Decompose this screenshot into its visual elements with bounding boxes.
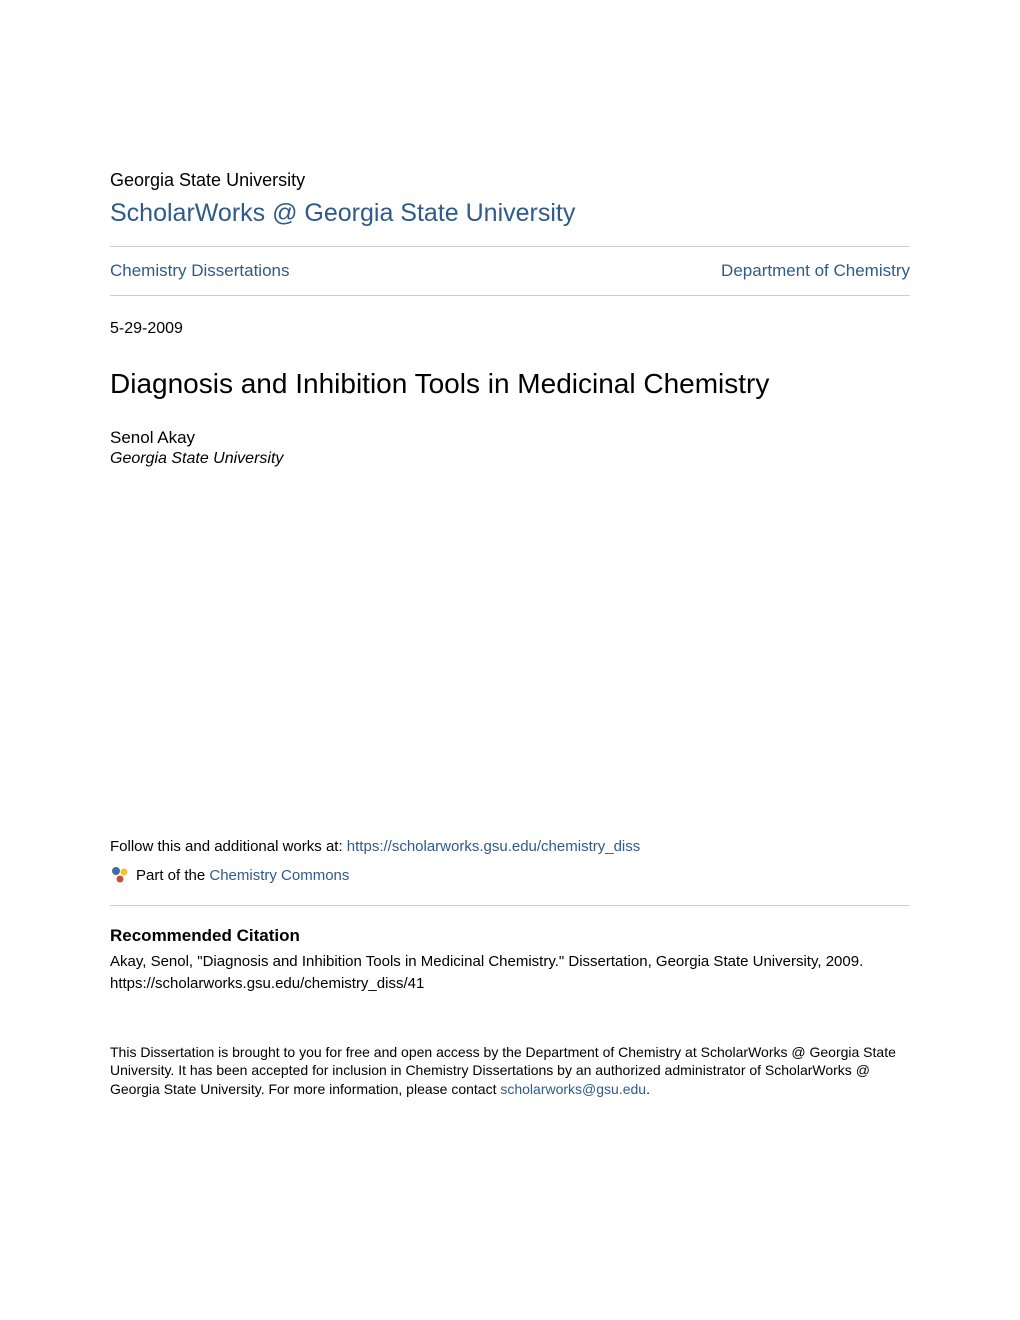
citation-line-1: Akay, Senol, "Diagnosis and Inhibition T… <box>110 952 910 972</box>
nav-link-left[interactable]: Chemistry Dissertations <box>110 261 290 281</box>
spacer <box>110 468 910 838</box>
commons-link[interactable]: Chemistry Commons <box>209 867 349 884</box>
nav-link-right[interactable]: Department of Chemistry <box>721 261 910 281</box>
follow-link[interactable]: https://scholarworks.gsu.edu/chemistry_d… <box>347 838 640 855</box>
follow-text: Follow this and additional works at: htt… <box>110 838 910 855</box>
footer-suffix: . <box>646 1081 650 1097</box>
divider-nav <box>110 295 910 296</box>
commons-prefix: Part of the <box>136 867 209 884</box>
citation-line-2: https://scholarworks.gsu.edu/chemistry_d… <box>110 974 910 994</box>
network-icon <box>110 865 130 885</box>
page-title: Diagnosis and Inhibition Tools in Medici… <box>110 368 910 400</box>
commons-row: Part of the Chemistry Commons <box>110 865 910 885</box>
citation-heading: Recommended Citation <box>110 926 910 946</box>
repository-link[interactable]: ScholarWorks @ Georgia State University <box>110 199 575 228</box>
contact-link[interactable]: scholarworks@gsu.edu <box>500 1081 646 1097</box>
author-name: Senol Akay <box>110 428 910 448</box>
author-affiliation: Georgia State University <box>110 450 910 468</box>
publication-date: 5-29-2009 <box>110 320 910 338</box>
nav-row: Chemistry Dissertations Department of Ch… <box>110 247 910 295</box>
institution-name: Georgia State University <box>110 170 910 191</box>
footer-text: This Dissertation is brought to you for … <box>110 1043 910 1100</box>
page-content: Georgia State University ScholarWorks @ … <box>110 170 910 1099</box>
divider-citation <box>110 905 910 906</box>
commons-text: Part of the Chemistry Commons <box>136 867 349 884</box>
follow-prefix: Follow this and additional works at: <box>110 838 347 855</box>
